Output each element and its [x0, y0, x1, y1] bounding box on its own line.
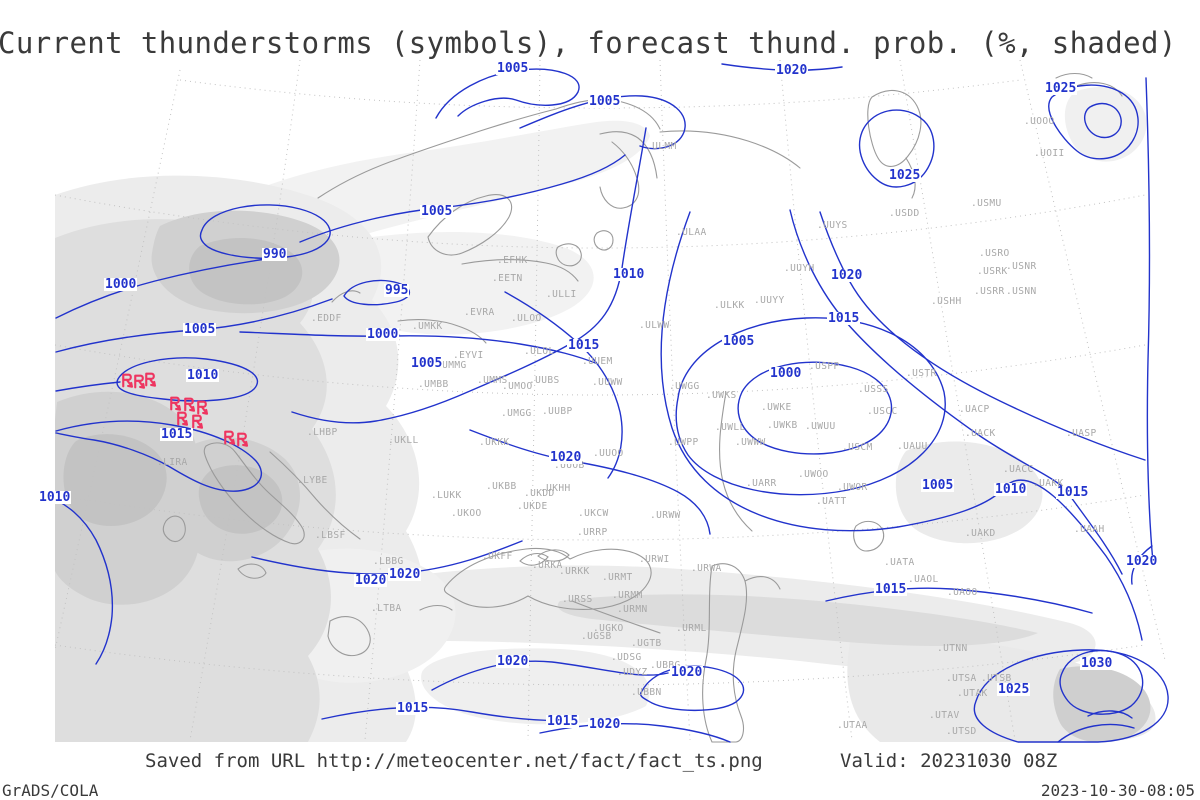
map-canvas	[44, 60, 1169, 743]
page-title: Current thunderstorms (symbols), forecas…	[0, 26, 1177, 60]
coastlines	[162, 72, 1123, 743]
probability-shading	[55, 87, 1156, 743]
saved-url-text: Saved from URL http://meteocenter.net/fa…	[145, 750, 763, 772]
graticule-grid	[54, 60, 1166, 741]
weather-map: .ULAA .ULMM .EFHK .EETN .ULLI .EVRA .ULOO .ULWW…	[0, 60, 1200, 745]
valid-time-text: Valid: 20231030 08Z	[840, 750, 1058, 772]
grads-credit-text: GrADS/COLA	[2, 781, 99, 800]
generation-timestamp: 2023-10-30-08:05	[1040, 781, 1195, 800]
